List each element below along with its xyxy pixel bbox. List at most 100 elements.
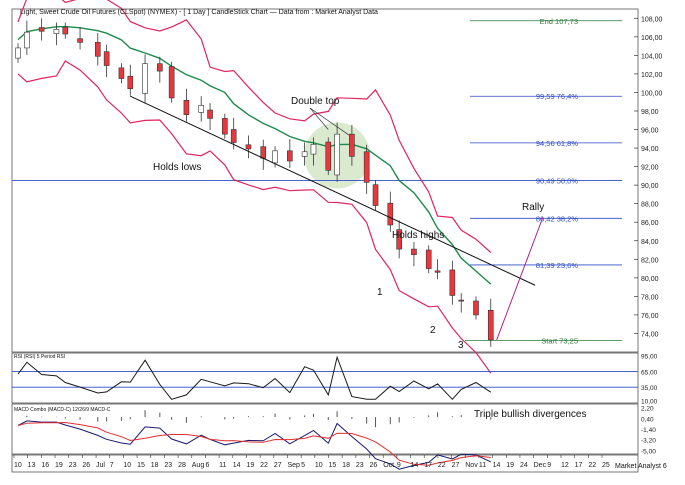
date-tick-label: 22 <box>438 462 446 469</box>
candle-body <box>53 29 60 34</box>
annotation-low-2: 2 <box>430 325 436 336</box>
price-tick-label: 106,00 <box>641 35 663 42</box>
price-tick-label: 82,00 <box>641 257 659 264</box>
date-tick-label: 22 <box>260 462 268 469</box>
date-tick-label: 14 <box>411 462 419 469</box>
bollinger-upper-line <box>17 0 492 253</box>
price-tick-label: 104,00 <box>641 53 663 60</box>
candle-body <box>77 38 83 43</box>
date-tick-label: 9 <box>547 462 551 469</box>
date-tick-label: 17 <box>575 462 583 469</box>
double-top-pointer <box>309 107 350 136</box>
candle-body <box>411 248 417 255</box>
date-tick-label: Dec <box>534 462 547 469</box>
date-tick-label: 9 <box>397 462 401 469</box>
date-tick-label: 11 <box>219 462 226 469</box>
candle-body <box>458 299 465 302</box>
candle-body <box>449 269 456 296</box>
annotation-holds-lows: Holds lows <box>153 162 201 173</box>
date-tick-label: 17 <box>424 462 432 469</box>
rsi-tick-label: 35,00 <box>641 385 658 392</box>
macd-tick-label: -5,00 <box>641 448 656 455</box>
date-tick-label: 5 <box>301 462 305 469</box>
candle-body <box>103 51 110 66</box>
macd-panel-frame <box>11 403 639 455</box>
date-tick-label: 13 <box>28 462 36 469</box>
candle-body <box>387 202 394 226</box>
price-tick-label: 76,00 <box>641 313 659 320</box>
rsi-tick-label: 10,00 <box>641 398 658 405</box>
bollinger-lower-line <box>17 60 492 374</box>
date-tick-label: 12 <box>561 462 569 469</box>
date-tick-label: Oct <box>383 462 394 469</box>
date-tick-label: 23 <box>356 462 364 469</box>
date-tick-label: 24 <box>520 462 528 469</box>
date-tick-label: 26 <box>370 462 378 469</box>
candle-body <box>157 63 163 72</box>
date-tick-label: Aug <box>192 462 205 469</box>
divergence-label: Triple bullish divergences <box>474 409 586 420</box>
candle-body <box>325 141 332 171</box>
rsi-tick-label: 65,00 <box>641 369 658 376</box>
candle-body <box>310 144 317 155</box>
candle-body <box>142 63 148 94</box>
candle-body <box>287 150 293 162</box>
annotation-rally: Rally <box>522 202 544 213</box>
candle-body <box>24 31 30 49</box>
macd-signal-line <box>17 421 491 466</box>
macd-tick-label: -3,20 <box>641 438 656 445</box>
date-tick-label: 27 <box>274 462 282 469</box>
watermark: Market Analyst 6 <box>615 463 667 470</box>
price-tick-label: 98,00 <box>641 109 659 116</box>
date-tick-label: 22 <box>588 462 596 469</box>
candle-body <box>396 229 402 250</box>
date-tick-label: 18 <box>342 462 350 469</box>
candle-body <box>487 309 494 341</box>
candle-body <box>272 150 278 164</box>
date-tick-label: 11 <box>479 462 486 469</box>
price-tick-label: 102,00 <box>641 72 663 79</box>
rsi-tick-label: 95,00 <box>641 354 658 361</box>
candle-body <box>183 100 190 115</box>
candle-body <box>349 133 355 157</box>
fib-label: 94,56 61,8% <box>536 139 578 148</box>
price-tick-label: 74,00 <box>641 331 659 338</box>
date-tick-label: 27 <box>452 462 460 469</box>
date-tick-label: 15 <box>329 462 337 469</box>
macd-tick-label: 0,40 <box>641 416 654 423</box>
rally-line <box>496 216 544 341</box>
date-tick-label: 14 <box>493 462 501 469</box>
fib-label: 90,49 50,0% <box>536 177 578 186</box>
candle-body <box>168 66 175 99</box>
date-tick-label: 14 <box>233 462 241 469</box>
date-tick-label: 16 <box>41 462 49 469</box>
fib-label: 86,42 38,2% <box>536 214 578 223</box>
price-tick-label: 84,00 <box>641 239 659 246</box>
date-tick-label: 23 <box>69 462 77 469</box>
date-tick-label: Jul <box>96 462 105 469</box>
date-tick-label: 19 <box>55 462 63 469</box>
rsi-line <box>17 355 492 401</box>
date-tick-label: 10 <box>14 462 22 469</box>
price-tick-label: 80,00 <box>641 276 659 283</box>
candle-body <box>127 75 134 90</box>
date-tick-label: 10 <box>123 462 131 469</box>
macd-line <box>17 420 492 470</box>
annotation-holds-highs: Holds highs <box>392 230 444 241</box>
price-tick-label: 108,00 <box>641 16 663 23</box>
date-tick-label: 28 <box>178 462 186 469</box>
candle-body <box>62 26 69 35</box>
candle-body <box>118 67 125 79</box>
candle-body <box>222 118 228 135</box>
candle-body <box>245 144 252 150</box>
date-axis-frame <box>11 454 639 473</box>
price-tick-label: 88,00 <box>641 202 659 209</box>
price-tick-label: 96,00 <box>641 128 659 135</box>
date-tick-label: Nov <box>465 462 478 469</box>
fib-label: Start 73,25 <box>541 336 578 345</box>
date-tick-label: 25 <box>602 462 610 469</box>
fib-label: End 107,73 <box>540 17 578 26</box>
date-tick-label: 23 <box>164 462 172 469</box>
rsi-title: RSI (RSI) 5 Period RSI <box>14 354 65 360</box>
